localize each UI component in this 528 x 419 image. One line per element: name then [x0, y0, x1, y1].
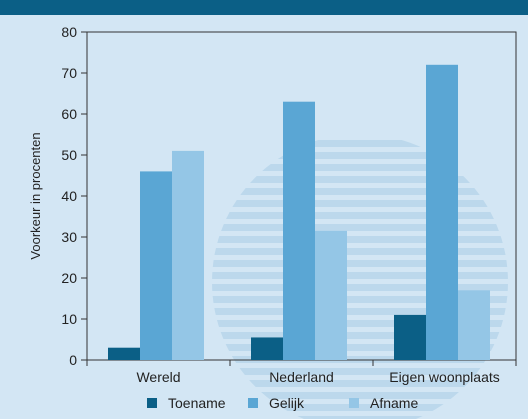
y-axis-label: Voorkeur in procenten [28, 132, 43, 259]
y-tick-label: 80 [61, 24, 77, 40]
bar-toename-3 [394, 314, 426, 360]
watermark-stripe [212, 212, 508, 219]
watermark-stripe [212, 332, 508, 339]
x-tick-label: Eigen woonplaats [389, 369, 500, 385]
legend-swatch-gelijk [248, 398, 258, 408]
legend: Toename Gelijk Afname [147, 395, 418, 411]
bar-afname-2 [315, 230, 347, 360]
watermark-stripe [212, 164, 508, 171]
bar-gelijk-1 [140, 171, 172, 360]
watermark-stripe [212, 152, 508, 159]
watermark-stripe [212, 320, 508, 327]
x-tick-label: Nederland [269, 369, 334, 385]
watermark-emblem [212, 140, 508, 419]
y-tick-label: 60 [61, 106, 77, 122]
legend-swatch-afname [349, 398, 359, 408]
bar-gelijk-3 [426, 64, 458, 361]
watermark-stripe [212, 248, 508, 255]
watermark-stripe [212, 176, 508, 183]
watermark-stripe [212, 416, 508, 419]
bar-toename-1 [108, 347, 140, 360]
watermark-stripe [212, 392, 508, 399]
x-tick-label: Wereld [136, 369, 180, 385]
y-tick-label: 70 [61, 65, 77, 81]
watermark-stripe [212, 236, 508, 243]
axes: 0 10 20 30 40 50 60 70 80 Wereld Nederland Eigen wo… [61, 24, 517, 385]
watermark-stripe [212, 296, 508, 303]
legend-label-gelijk: Gelijk [269, 395, 305, 411]
y-tick-label: 30 [61, 229, 77, 245]
legend-label-toename: Toename [168, 395, 226, 411]
bar-afname-1 [172, 150, 204, 360]
y-tick-label: 50 [61, 147, 77, 163]
bars [108, 64, 490, 361]
y-tick-label: 10 [61, 311, 77, 327]
watermark-stripe [212, 260, 508, 267]
watermark-stripe [212, 380, 508, 387]
legend-label-afname: Afname [370, 395, 418, 411]
bar-afname-3 [458, 290, 490, 360]
bar-gelijk-2 [283, 101, 315, 360]
bar-toename-2 [251, 337, 283, 360]
watermark-stripe [212, 344, 508, 351]
watermark-stripe [212, 188, 508, 195]
watermark-stripe [212, 308, 508, 315]
y-tick-label: 20 [61, 270, 77, 286]
y-tick-label: 0 [69, 352, 77, 368]
watermark-stripe [212, 224, 508, 231]
top-band [0, 0, 528, 15]
watermark-stripe [212, 404, 508, 411]
watermark-stripe [212, 284, 508, 291]
watermark-stripe [212, 272, 508, 279]
legend-swatch-toename [147, 398, 157, 408]
watermark-stripe [212, 200, 508, 207]
watermark-stripe [212, 140, 508, 147]
watermark-stripe [212, 368, 508, 375]
y-tick-label: 40 [61, 188, 77, 204]
